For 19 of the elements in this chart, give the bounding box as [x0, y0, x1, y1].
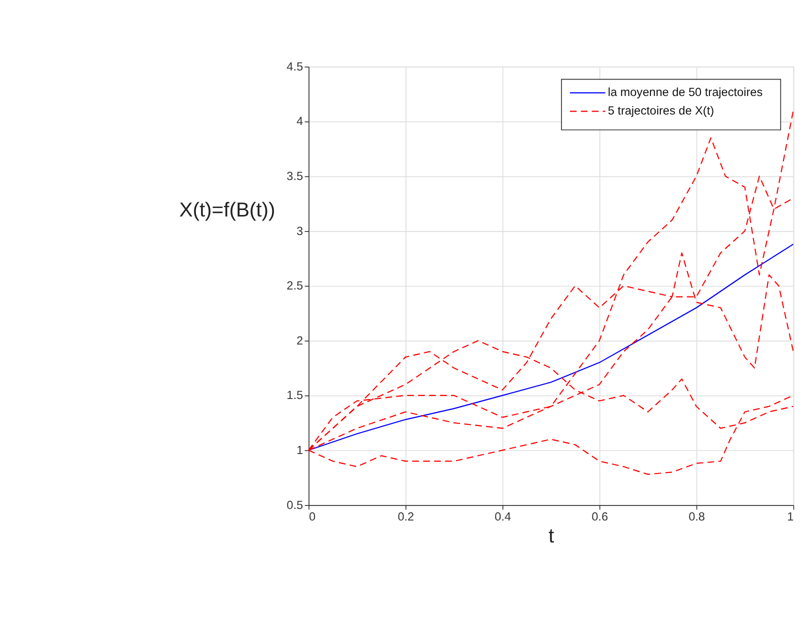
x-tick-label: 0 — [308, 510, 316, 524]
x-tick-label: 0.6 — [592, 510, 608, 524]
y-tick-label: 2 — [296, 333, 304, 348]
y-tick-label: 1 — [296, 443, 304, 458]
y-tick-label: 4 — [296, 114, 304, 128]
x-axis-title: t — [548, 526, 555, 548]
y-tick-label: 0.5 — [286, 498, 304, 512]
x-tick-label: 0.8 — [688, 510, 706, 524]
y-tick-label: 3.5 — [286, 169, 304, 184]
legend-label: 5 trajectoires de X(t) — [608, 104, 714, 118]
y-axis-title: X(t)=f(B(t)) — [179, 199, 276, 222]
y-tick-label: 1.5 — [286, 388, 304, 402]
x-tick-label: 0.4 — [494, 510, 512, 524]
legend-label: la moyenne de 50 trajectoires — [608, 85, 763, 100]
y-tick-label: 2.5 — [286, 278, 304, 293]
y-tick-label: 4.5 — [286, 59, 304, 74]
y-tick-label: 3 — [296, 224, 304, 238]
x-tick-label: 0.2 — [398, 510, 414, 524]
x-tick-label: 1 — [787, 510, 794, 524]
